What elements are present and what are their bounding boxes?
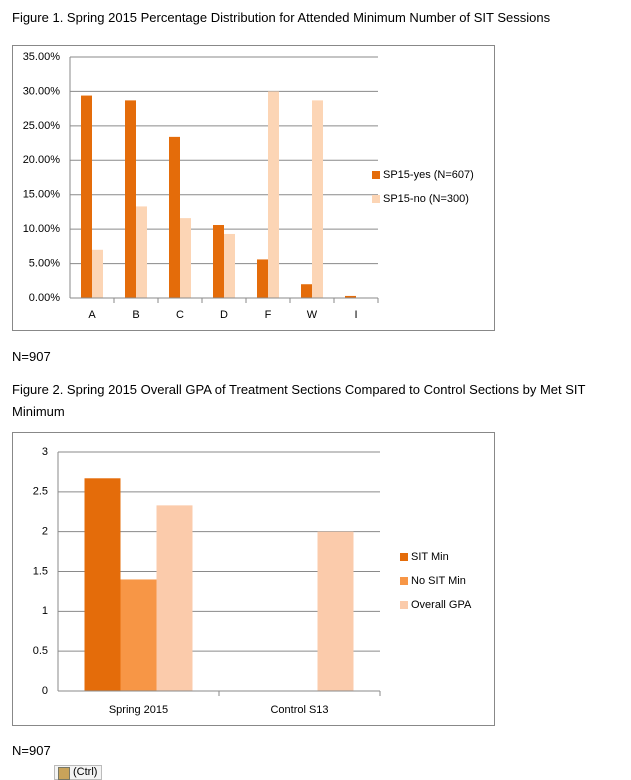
y-tick-label: 2 [42, 526, 48, 538]
bar [224, 233, 235, 298]
legend-swatch [372, 195, 380, 203]
x-tick-label: Control S13 [270, 704, 328, 716]
figure-caption: Figure 2. Spring 2015 Overall GPA of Tre… [12, 382, 586, 419]
legend-swatch [400, 577, 408, 585]
note: N=907 [12, 743, 51, 758]
bar [268, 91, 279, 298]
bar [312, 100, 323, 298]
x-tick-label: B [132, 309, 139, 321]
x-tick-label: F [265, 309, 272, 321]
y-tick-label: 0 [42, 685, 48, 697]
bar [180, 218, 191, 298]
y-tick-label: 15.00% [23, 189, 61, 201]
bar [317, 531, 354, 691]
legend-label: No SIT Min [411, 575, 466, 587]
legend-label: SP15-yes (N=607) [383, 169, 474, 181]
bar [120, 579, 157, 691]
x-tick-label: W [307, 309, 318, 321]
legend-swatch [372, 171, 380, 179]
y-tick-label: 0.5 [33, 645, 48, 657]
y-tick-label: 30.00% [23, 85, 61, 97]
y-tick-label: 1 [42, 605, 48, 617]
legend-swatch [400, 601, 408, 609]
y-tick-label: 0.00% [29, 292, 60, 304]
bar [125, 100, 136, 298]
y-tick-label: 3 [42, 446, 48, 458]
y-tick-label: 5.00% [29, 257, 60, 269]
legend-swatch [400, 553, 408, 561]
bar [213, 225, 224, 298]
bar [257, 259, 268, 298]
y-tick-label: 25.00% [23, 120, 61, 132]
y-tick-label: 1.5 [33, 565, 48, 577]
bar [301, 284, 312, 298]
y-tick-label: 2.5 [33, 486, 48, 498]
y-tick-label: 35.00% [23, 51, 61, 63]
paste-options-button[interactable]: (Ctrl) [54, 765, 103, 780]
bar [156, 505, 193, 691]
x-tick-label: D [220, 309, 228, 321]
chart: 0.00% 5.00% 10.00% 15.00% 20.00% 25.00% 30.00%… [12, 45, 495, 331]
legend-label: Overall GPA [411, 599, 472, 611]
note: N=907 [12, 349, 51, 364]
bar [92, 249, 103, 298]
bar [81, 95, 92, 298]
y-tick-label: 10.00% [23, 223, 61, 235]
bar [136, 206, 147, 298]
bar [84, 478, 121, 691]
x-tick-label: A [88, 309, 96, 321]
x-tick-label: I [354, 309, 357, 321]
bar [169, 136, 180, 298]
legend-label: SIT Min [411, 551, 449, 563]
x-tick-label: Spring 2015 [109, 704, 168, 716]
y-tick-label: 20.00% [23, 154, 61, 166]
bar [345, 295, 356, 298]
figure-caption: Figure 1. Spring 2015 Percentage Distrib… [12, 10, 551, 25]
chart: 0 0.5 1 1.5 2 2.5 3 Spring 2015 Control S13 SIT M… [12, 432, 495, 726]
legend-label: SP15-no (N=300) [383, 193, 469, 205]
x-tick-label: C [176, 309, 184, 321]
